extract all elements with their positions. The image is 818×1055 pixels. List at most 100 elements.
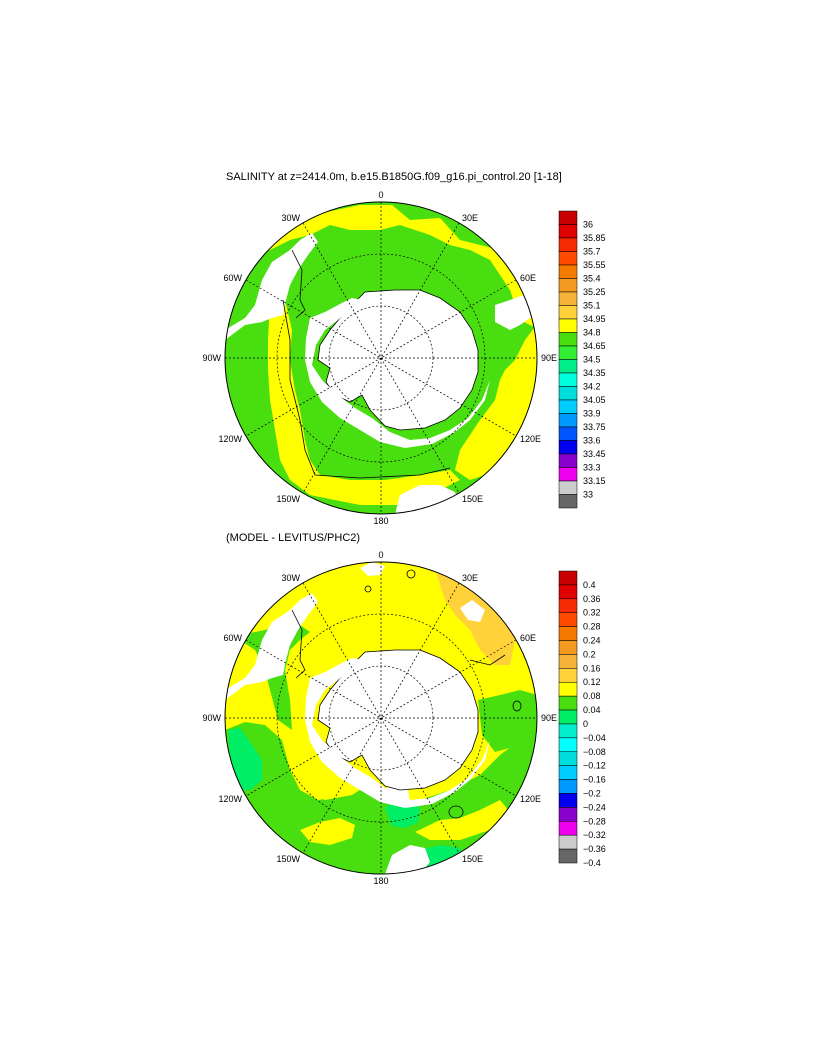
colorbar2-swatch [558,709,578,725]
map2-lon-150w: 150W [276,854,300,864]
colorbar1-tick-label: 35.55 [583,260,606,270]
map2-yellow-patch-south [300,818,355,845]
map2-missing-sw-coast [225,593,318,700]
chart2-title: (MODEL - LEVITUS/PHC2) [226,532,361,544]
colorbar1-swatch [558,386,578,401]
colorbar2-swatch [558,779,578,794]
colorbar1-tick-label: 33.9 [583,409,601,419]
map2-lon-90w: 90W [202,713,221,723]
colorbar2-tick-label: 0.16 [583,663,601,673]
map1-colorbar: 36 35.85 35.7 35.55 35.4 35.25 35.1 34.95 34.8 34… [558,210,606,509]
colorbar1-swatch [558,440,578,455]
colorbar1-swatch [558,210,578,225]
colorbar2-tick-label: −0.4 [583,858,601,868]
colorbar1-swatch [558,264,578,279]
map1-lon-30w: 30W [281,213,300,223]
colorbar2-swatch [558,793,578,808]
map2-lon-60e: 60E [520,633,536,643]
colorbar1-tick-label: 33.45 [583,449,606,459]
colorbar2-tick-label: −0.16 [583,775,606,785]
colorbar2-tick-label: 0.32 [583,608,601,618]
colorbar2-swatch [558,654,578,669]
map2-lon-90e: 90E [541,713,557,723]
map1-lon-30e: 30E [462,213,478,223]
colorbar1-tick-label: 33.75 [583,422,606,432]
colorbar2-tick-label: −0.24 [583,802,606,812]
colorbar2-tick-label: −0.08 [583,747,606,757]
map2-lon-0: 0 [378,550,383,560]
colorbar2-swatch [558,681,578,697]
colorbar2-tick-label: 0.2 [583,649,596,659]
colorbar1-swatch [558,453,578,468]
colorbar1-tick-label: 34.8 [583,328,601,338]
colorbar1-tick-label: 34.5 [583,355,601,365]
colorbar2-tick-label: −0.28 [583,816,606,826]
map1-lon-150e: 150E [462,494,483,504]
map2-contour-lines [364,569,522,819]
colorbar2-swatch [558,668,578,683]
map2-shelf-missing [305,658,490,808]
map1-lon-90w: 90W [202,353,221,363]
colorbar1-swatch [558,237,578,252]
map1-lon-150w: 150W [276,494,300,504]
map2-south-america [291,609,306,679]
map2-green-east [478,690,537,752]
map2-lon-150e: 150E [462,854,483,864]
colorbar1-tick-label: 35.7 [583,247,601,257]
colorbar1-swatch [558,399,578,414]
colorbar1-tick-label: 34.65 [583,341,606,351]
map2-missing-top [360,562,385,576]
colorbar2-tick-label: −0.12 [583,761,606,771]
colorbar2-swatch [558,848,578,864]
colorbar2-tick-label: −0.32 [583,830,606,840]
colorbar2-swatch [558,640,578,655]
colorbar2-tick-label: 0.04 [583,705,601,715]
colorbar1-swatch [558,467,578,482]
map1: 0 30E 60E 90E 120E 150E 180 150W 120W 90… [202,190,605,526]
colorbar2-tick-label: −0.36 [583,844,606,854]
chart1-title: SALINITY at z=2414.0m, b.e15.B1850G.f09_… [226,171,562,183]
colorbar1-tick-label: 33.6 [583,436,601,446]
map2-lon-30e: 30E [462,573,478,583]
colorbar2-swatch [558,807,578,822]
colorbar2-tick-label: 0.28 [583,622,601,632]
colorbar1-tick-label: 36 [583,220,593,230]
map2-antarctica [317,649,479,791]
colorbar2-swatch [558,821,578,836]
colorbar1-swatch [558,345,578,360]
map2-graticule [225,562,537,874]
map1-south-america [291,249,306,319]
map1-lon-120e: 120E [520,434,541,444]
colorbar1-swatch [558,224,578,239]
colorbar1-tick-label: 35.25 [583,287,606,297]
colorbar1-swatch [558,372,578,387]
colorbar1-tick-label: 34.2 [583,382,601,392]
map2-lon-120e: 120E [520,794,541,804]
colorbar2-swatch [558,737,578,753]
colorbar1-tick-label: 33.3 [583,463,601,473]
map1-yellow-south [268,300,460,505]
colorbar1-tick-label: 35.1 [583,301,601,311]
map1-shelf-missing [305,298,490,448]
colorbar2-tick-label: −0.2 [583,788,601,798]
colorbar1-tick-label: 34.35 [583,368,606,378]
colorbar1-swatch [558,494,578,509]
map1-lon-60w: 60W [223,273,242,283]
colorbar2-tick-label: 0.12 [583,677,601,687]
map2-white-atlantic [460,600,485,622]
colorbar2-tick-label: −0.04 [583,733,606,743]
map1-lon-90e: 90E [541,353,557,363]
map1-lon-0: 0 [378,190,383,200]
map2-yellow-patch-se [415,800,510,840]
colorbar1-swatch [558,305,578,320]
colorbar2-tick-label: 0.36 [583,594,601,604]
colorbar1-swatch [558,480,578,495]
colorbar2-swatch [558,626,578,641]
map2-lon-30w: 30W [281,573,300,583]
colorbar2-swatch [558,695,578,711]
colorbar2-tick-label: 0.24 [583,636,601,646]
colorbar2-swatch [558,570,578,586]
colorbar1-swatch [558,278,578,293]
map1-lon-180: 180 [373,516,388,526]
colorbar1-swatch [558,332,578,347]
